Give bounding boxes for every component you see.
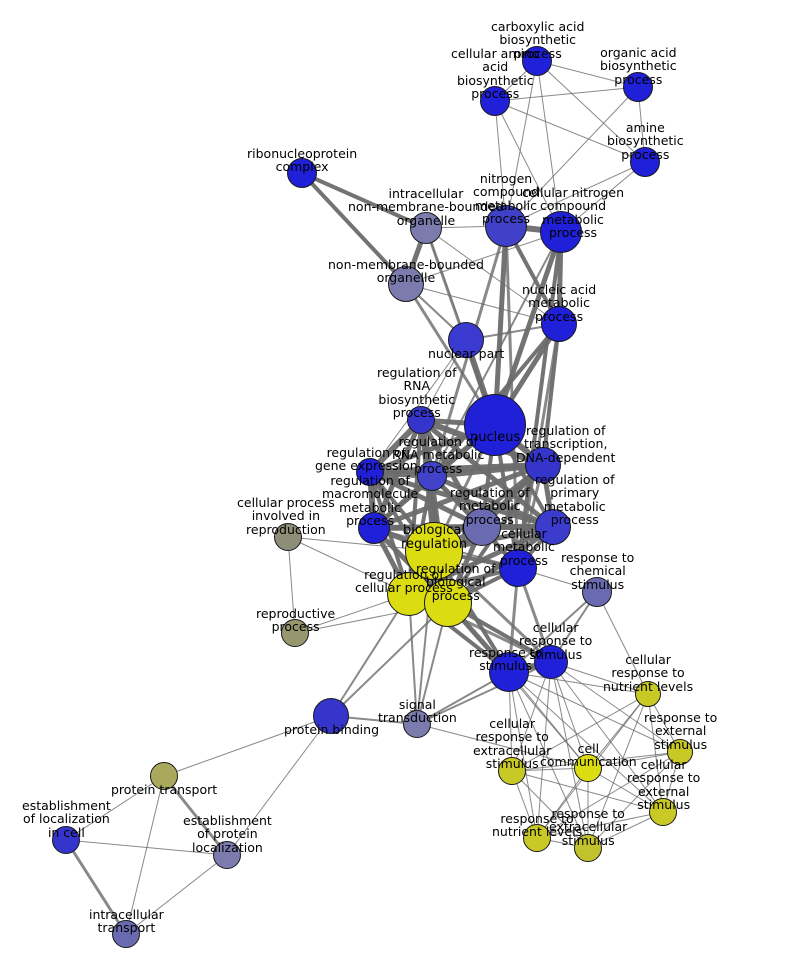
graph-edge: [492, 229, 564, 428]
graph-edge: [300, 171, 428, 230]
graph-edge: [596, 591, 649, 695]
graph-edge: [511, 770, 589, 849]
graph-node-carboxylic-acid-biosynthetic-process[interactable]: [522, 46, 552, 76]
graph-edge: [494, 100, 562, 233]
graph-edge: [550, 661, 589, 849]
graph-edge: [508, 671, 538, 839]
graph-node-intracellular-non-membrane-bounded-organelle[interactable]: [410, 212, 442, 244]
graph-edge: [511, 693, 649, 772]
graph-edge: [587, 693, 649, 849]
graph-node-regulation-of-rna-biosynthetic-process[interactable]: [407, 406, 435, 434]
graph-node-biological-regulation[interactable]: [405, 522, 463, 580]
graph-node-nucleus[interactable]: [464, 394, 526, 456]
graph-edge: [511, 661, 552, 772]
graph-node-establishment-of-localization-in-cell[interactable]: [52, 826, 80, 854]
graph-edge: [300, 171, 408, 286]
graph-node-regulation-of-rna-metabolic-process[interactable]: [417, 461, 447, 491]
graph-node-cellular-amino-acid-biosynthetic-process[interactable]: [480, 86, 510, 116]
graph-edge: [516, 230, 563, 570]
graph-node-cellular-metabolic-process[interactable]: [499, 549, 537, 587]
graph-edge: [587, 751, 681, 849]
graph-edge: [367, 469, 556, 530]
graph-node-response-to-chemical-stimulus[interactable]: [582, 577, 612, 607]
graph-edge: [541, 322, 561, 467]
graph-edge: [405, 231, 562, 285]
graph-edge: [64, 838, 128, 936]
graph-node-regulation-of-gene-expression[interactable]: [356, 458, 384, 486]
graph-edge: [505, 86, 639, 227]
graph-node-ribonucleoprotein-complex[interactable]: [287, 158, 317, 188]
graph-node-nitrogen-compound-metabolic-process[interactable]: [485, 205, 527, 247]
graph-node-regulation-of-primary-metabolic-process[interactable]: [535, 509, 571, 545]
graph-node-intracellular-transport[interactable]: [112, 920, 140, 948]
graph-node-organic-acid-biosynthetic-process[interactable]: [623, 72, 653, 102]
graph-edge: [330, 602, 449, 717]
graph-node-cellular-response-to-stimulus[interactable]: [534, 645, 568, 679]
graph-edge: [647, 693, 664, 813]
graph-edge: [550, 661, 589, 769]
graph-edge: [508, 671, 589, 849]
graph-node-reproductive-process[interactable]: [281, 619, 309, 647]
graph-edge: [536, 60, 639, 88]
graph-edge: [508, 671, 589, 769]
graph-edge: [505, 161, 646, 227]
graph-node-cellular-process-involved-in-reproduction[interactable]: [274, 523, 302, 551]
graph-node-protein-binding[interactable]: [313, 698, 349, 734]
graph-edge: [65, 775, 165, 841]
graph-edge: [125, 775, 165, 935]
graph-node-response-to-external-stimulus[interactable]: [667, 739, 693, 765]
graph-node-signal-transduction[interactable]: [403, 710, 431, 738]
graph-edge: [508, 671, 681, 753]
graph-node-response-to-stimulus[interactable]: [489, 652, 529, 692]
graph-edge: [494, 100, 646, 163]
graph-node-regulation-of-transcription-dna-dependent[interactable]: [525, 447, 561, 483]
graph-node-cellular-response-to-nutrient-levels[interactable]: [635, 681, 661, 707]
graph-node-cellular-response-to-external-stimulus[interactable]: [649, 798, 677, 826]
graph-edge: [508, 671, 649, 695]
graph-edge: [536, 811, 664, 839]
graph-edge: [587, 751, 681, 769]
graph-node-nucleic-acid-metabolic-process[interactable]: [541, 306, 577, 342]
graph-node-protein-transport[interactable]: [150, 762, 178, 790]
graph-node-response-to-extracellular-stimulus[interactable]: [574, 834, 602, 862]
graph-edge: [367, 462, 546, 475]
graph-edge: [65, 839, 228, 856]
graph-edge: [330, 593, 410, 717]
graph-edge: [550, 661, 681, 753]
graph-node-regulation-of-biological-process[interactable]: [424, 579, 472, 627]
graph-node-cell-communication[interactable]: [574, 754, 602, 782]
graph-edge: [536, 751, 681, 839]
graph-node-establishment-of-protein-localization[interactable]: [213, 841, 241, 869]
graph-node-cellular-nitrogen-compound-metabolic-process[interactable]: [540, 211, 582, 253]
graph-node-regulation-of-macromolecule-metabolic-process[interactable]: [358, 512, 390, 544]
graph-edge: [550, 661, 649, 695]
graph-edge: [550, 661, 664, 813]
graph-edge: [536, 60, 562, 233]
graph-edge: [511, 770, 664, 813]
graph-edge: [492, 223, 509, 428]
graph-edge: [163, 715, 332, 777]
graph-edge: [367, 469, 485, 530]
graph-node-regulation-of-metabolic-process[interactable]: [463, 508, 501, 546]
graph-edge: [494, 86, 639, 102]
graph-edge: [287, 536, 296, 634]
graph-edge: [505, 60, 538, 227]
graph-node-response-to-nutrient-levels[interactable]: [523, 824, 551, 852]
graph-node-cellular-response-to-extracellular-stimulus[interactable]: [498, 757, 526, 785]
graph-edge: [536, 60, 646, 163]
graph-node-nuclear-part[interactable]: [448, 322, 484, 358]
graph-edge: [162, 774, 229, 857]
graph-node-amine-biosynthetic-process[interactable]: [630, 147, 660, 177]
graph-edge: [416, 723, 589, 769]
graph-edge: [508, 671, 664, 813]
graph-node-non-membrane-bounded-organelle[interactable]: [388, 266, 424, 302]
graph-edge: [125, 854, 228, 935]
graph-edge: [536, 661, 552, 839]
graph-edge: [226, 715, 332, 856]
